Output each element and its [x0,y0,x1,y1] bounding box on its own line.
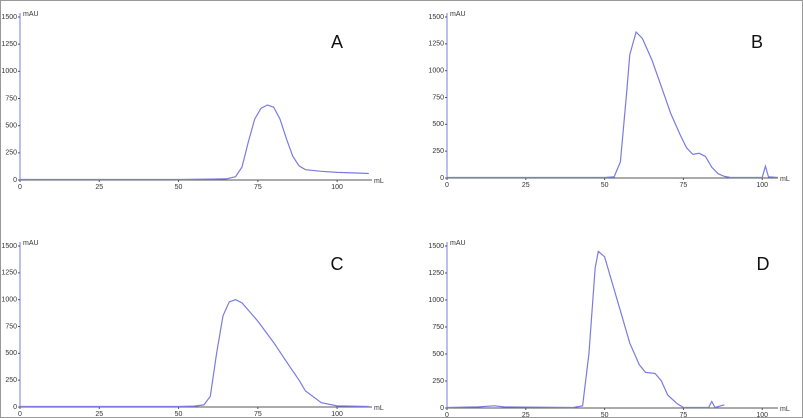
x-tick-label: 25 [522,182,530,189]
x-axis-label: mL [780,406,790,413]
y-tick-label: 1250 [1,41,17,48]
y-axis-label: mAU [23,11,39,18]
x-tick-label: 0 [445,182,449,189]
x-axis-label: mL [780,176,790,183]
x-tick-label: 50 [175,184,183,191]
x-tick-label: 100 [331,411,343,418]
y-tick-label: 1500 [428,243,444,250]
y-tick-label: 500 [432,121,444,128]
y-tick-label: 1000 [1,68,17,75]
y-tick-label: 250 [5,150,17,157]
y-tick-label: 500 [5,350,17,357]
y-tick-label: 0 [13,177,17,184]
x-tick-label: 25 [95,184,103,191]
x-tick-label: 100 [756,412,768,418]
y-tick-label: 1000 [428,68,444,75]
y-tick-label: 250 [432,378,444,385]
x-tick-label: 50 [175,411,183,418]
y-axis-label: mAU [450,11,466,18]
y-tick-label: 0 [13,404,17,411]
y-tick-label: 0 [440,175,444,182]
chromatogram-line [447,30,779,179]
y-tick-label: 1250 [428,41,444,48]
y-tick-label: 1250 [1,270,17,277]
x-axis-label: mL [374,178,384,185]
x-tick-label: 75 [680,182,688,189]
y-tick-label: 1500 [1,243,17,250]
y-tick-label: 250 [5,377,17,384]
y-tick-label: 1500 [428,14,444,21]
x-tick-label: 0 [18,411,22,418]
y-tick-label: 500 [5,123,17,130]
x-tick-label: 50 [601,182,609,189]
x-tick-label: 0 [18,184,22,191]
y-axis-label: mAU [450,240,466,247]
chromatogram-line [20,299,369,408]
x-tick-label: 25 [95,411,103,418]
y-tick-label: 1250 [428,270,444,277]
x-tick-label: 0 [445,412,449,418]
y-tick-label: 750 [5,323,17,330]
y-tick-label: 250 [432,148,444,155]
x-tick-label: 75 [254,184,262,191]
y-tick-label: 0 [440,405,444,412]
y-axis-label: mAU [23,240,39,247]
y-tick-label: 500 [432,351,444,358]
x-tick-label: 25 [522,412,530,418]
x-tick-label: 75 [680,412,688,418]
x-axis-label: mL [374,405,384,412]
x-tick-label: 100 [756,182,768,189]
y-tick-label: 1500 [1,14,17,21]
y-tick-label: 1000 [428,297,444,304]
x-tick-label: 75 [254,411,262,418]
y-tick-label: 750 [432,324,444,331]
panel-letter: B [751,32,763,52]
panel-letter: C [331,254,344,274]
y-tick-label: 750 [432,94,444,101]
y-tick-label: 1000 [1,297,17,304]
chromatogram-line [20,104,369,181]
y-tick-label: 750 [5,95,17,102]
chromatogram-line [446,250,725,409]
x-tick-label: 50 [601,412,609,418]
x-tick-label: 100 [331,184,343,191]
panel-letter: D [757,254,770,274]
panel-letter: A [331,32,343,52]
